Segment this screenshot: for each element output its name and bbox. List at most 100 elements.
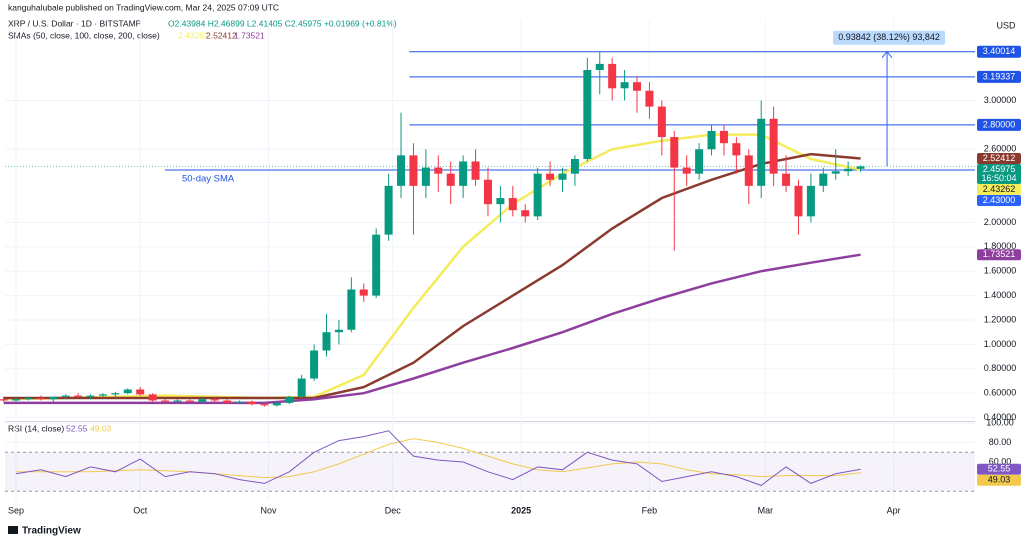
candle-body <box>769 118 778 174</box>
line-label-box <box>977 45 1021 58</box>
candle-body <box>558 173 567 180</box>
candle-body <box>508 198 517 211</box>
candle-body <box>794 185 803 217</box>
candle-body <box>856 166 865 169</box>
candle-body <box>719 130 728 144</box>
candle-body <box>546 173 555 180</box>
y-tick-label: 1.80000 <box>984 241 1017 251</box>
line-label-box <box>977 70 1021 83</box>
sma-line <box>3 253 861 405</box>
price-label-box <box>977 184 1021 196</box>
candle-body <box>98 394 107 396</box>
rsi-tick-label: 80.00 <box>989 437 1012 447</box>
rsi-label: 49.03 <box>988 475 1011 485</box>
price-label-box <box>977 153 1021 165</box>
rsi-legend-value: 49.03 <box>90 423 112 433</box>
x-tick-label: Apr <box>887 505 901 515</box>
candle-body <box>657 106 666 138</box>
line-label: 3.40014 <box>983 46 1016 56</box>
ohlc: O2.43984 H2.46899 L2.41405 C2.45975 +0.0… <box>168 18 397 28</box>
candle-body <box>483 179 492 205</box>
candle-body <box>123 389 132 394</box>
candle-body <box>173 400 182 402</box>
candle-body <box>86 395 95 397</box>
arrow-head <box>881 50 893 59</box>
candle-body <box>0 399 8 401</box>
x-tick-label: Sep <box>8 505 24 515</box>
y-tick-label: 0.60000 <box>984 388 1017 398</box>
candle-body <box>533 173 542 217</box>
candle-body <box>819 173 828 186</box>
rsi-label: 52.55 <box>988 464 1011 474</box>
candle-body <box>322 332 331 351</box>
symbol: XRP / U.S. Dollar · 1D · BITSTAMP <box>8 18 142 28</box>
candle-body <box>434 167 443 174</box>
candle-body <box>148 394 157 401</box>
candle-body <box>782 173 791 186</box>
price-label-box <box>977 164 1021 185</box>
candle-body <box>732 143 741 156</box>
rsi-title: RSI (14, close) <box>8 423 64 433</box>
candle-body <box>12 399 21 401</box>
sma-line <box>3 152 861 400</box>
logo <box>8 526 18 534</box>
candle-body <box>570 159 579 174</box>
price-label: 2.43262 <box>983 184 1016 194</box>
candle-body <box>670 137 679 168</box>
candle-body <box>471 161 480 180</box>
candle-body <box>310 350 319 379</box>
candle-body <box>620 82 629 89</box>
measure-box <box>833 30 946 45</box>
candle-body <box>347 289 356 330</box>
candle-body <box>806 185 815 217</box>
candle-body <box>260 404 269 406</box>
rsi-tick-label: 60.00 <box>989 456 1012 466</box>
candle-body <box>595 63 604 70</box>
y-tick-label: 1.60000 <box>984 266 1017 276</box>
candle-body <box>707 130 716 150</box>
candle-body <box>682 167 691 174</box>
y-tick-label: 2.60000 <box>984 144 1017 154</box>
candle-body <box>757 118 766 186</box>
sma-line <box>3 133 861 401</box>
currency: USD <box>996 20 1016 30</box>
candle-body <box>359 289 368 296</box>
price-label: 2.43000 <box>983 195 1016 205</box>
price-label: 1.73521 <box>983 249 1016 259</box>
candle-body <box>161 400 170 402</box>
line-label: 3.19337 <box>983 71 1016 81</box>
candle-body <box>210 399 219 401</box>
candle-body <box>608 63 617 89</box>
y-tick-label: 1.40000 <box>984 290 1017 300</box>
candle-body <box>645 90 654 107</box>
candle-body <box>297 378 306 397</box>
candle-body <box>272 402 281 406</box>
candle-body <box>185 400 194 402</box>
price-label: 2.45975 <box>983 164 1016 174</box>
candle-body <box>397 155 406 186</box>
candle-body <box>633 82 642 91</box>
candle-body <box>24 398 33 400</box>
rsi-tick-label: 100.00 <box>986 417 1014 427</box>
y-tick-label: 1.20000 <box>984 314 1017 324</box>
candle-body <box>372 234 381 296</box>
candle-body <box>198 399 207 402</box>
legend-value: 2.43262 <box>178 30 209 40</box>
countdown: 16:50:04 <box>981 173 1016 183</box>
candle-body <box>235 401 244 403</box>
candle-body <box>409 155 418 186</box>
candle-body <box>334 329 343 333</box>
rsi-legend-value: 52.55 <box>66 423 88 433</box>
price-label-box <box>977 249 1021 261</box>
candle-body <box>384 185 393 235</box>
candle-body <box>844 168 853 172</box>
legend-value: 2.52412 <box>206 30 237 40</box>
candle-body <box>459 161 468 186</box>
x-tick-label: Feb <box>642 505 658 515</box>
candle-body <box>496 198 505 205</box>
candle-body <box>521 210 530 217</box>
legend-value: 1.73521 <box>234 30 265 40</box>
candle-body <box>49 396 58 400</box>
